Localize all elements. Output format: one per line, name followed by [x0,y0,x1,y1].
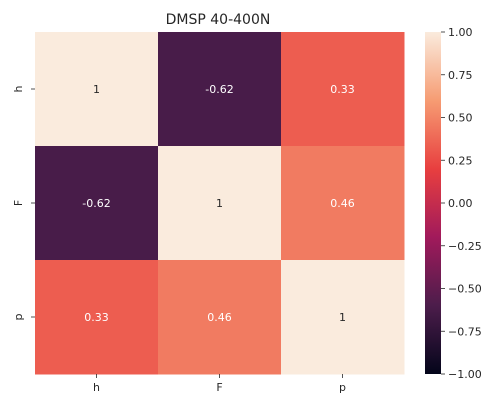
heatmap-cell [35,146,159,261]
heatmap-cell [35,32,159,147]
heatmap-cell [158,32,282,147]
colorbar-tick-label: 0.25 [448,154,473,167]
cell-value-label: -0.62 [82,197,110,210]
x-tick-label: h [93,381,100,394]
heatmap-cells: 1 -0.62 0.33 -0.62 1 0.46 0.33 0.46 1 [35,32,405,375]
heatmap-cell [281,146,405,261]
cell-value-label: 0.46 [330,197,355,210]
heatmap-cell [158,260,282,375]
colorbar-tick-label: 0.00 [448,197,473,210]
cell-value-label: 1 [93,83,100,96]
heatmap-cell [35,260,159,375]
colorbar-gradient [425,32,441,374]
colorbar-tick-label: −1.00 [448,368,482,381]
heatmap-cell [281,260,405,375]
x-tick-label: F [216,381,222,394]
colorbar-tick-label: 0.75 [448,69,473,82]
y-axis: h Fp [12,85,35,320]
cell-value-label: 1 [339,311,346,324]
cell-value-label: 0.33 [330,83,355,96]
chart-title: DMSP 40-400N [166,12,271,28]
y-tick-label: p [12,313,25,320]
colorbar-tick-label: 0.50 [448,112,473,125]
colorbar-tick-label: −0.75 [448,325,482,338]
colorbar-tick-label: −0.25 [448,240,482,253]
y-tick-label: F [12,200,25,206]
colorbar-tick-label: 1.00 [448,26,473,39]
cell-value-label: 1 [216,197,223,210]
y-tick-label: h [12,85,25,92]
colorbar-ticks: 1.00 0.75 0.50 0.25 0.00 −0.25 −0.50 −0.75 −1.00 [441,26,482,381]
colorbar: 1.00 0.75 0.50 0.25 0.00 −0.25 −0.50 −0.75 −1.00 [425,26,482,381]
cell-value-label: -0.62 [205,83,233,96]
colorbar-tick-label: −0.50 [448,283,482,296]
heatmap-cell [281,32,405,147]
cell-value-label: 0.33 [84,311,109,324]
heatmap-cell [158,146,282,261]
x-tick-label: p [339,381,346,394]
cell-value-label: 0.46 [207,311,232,324]
